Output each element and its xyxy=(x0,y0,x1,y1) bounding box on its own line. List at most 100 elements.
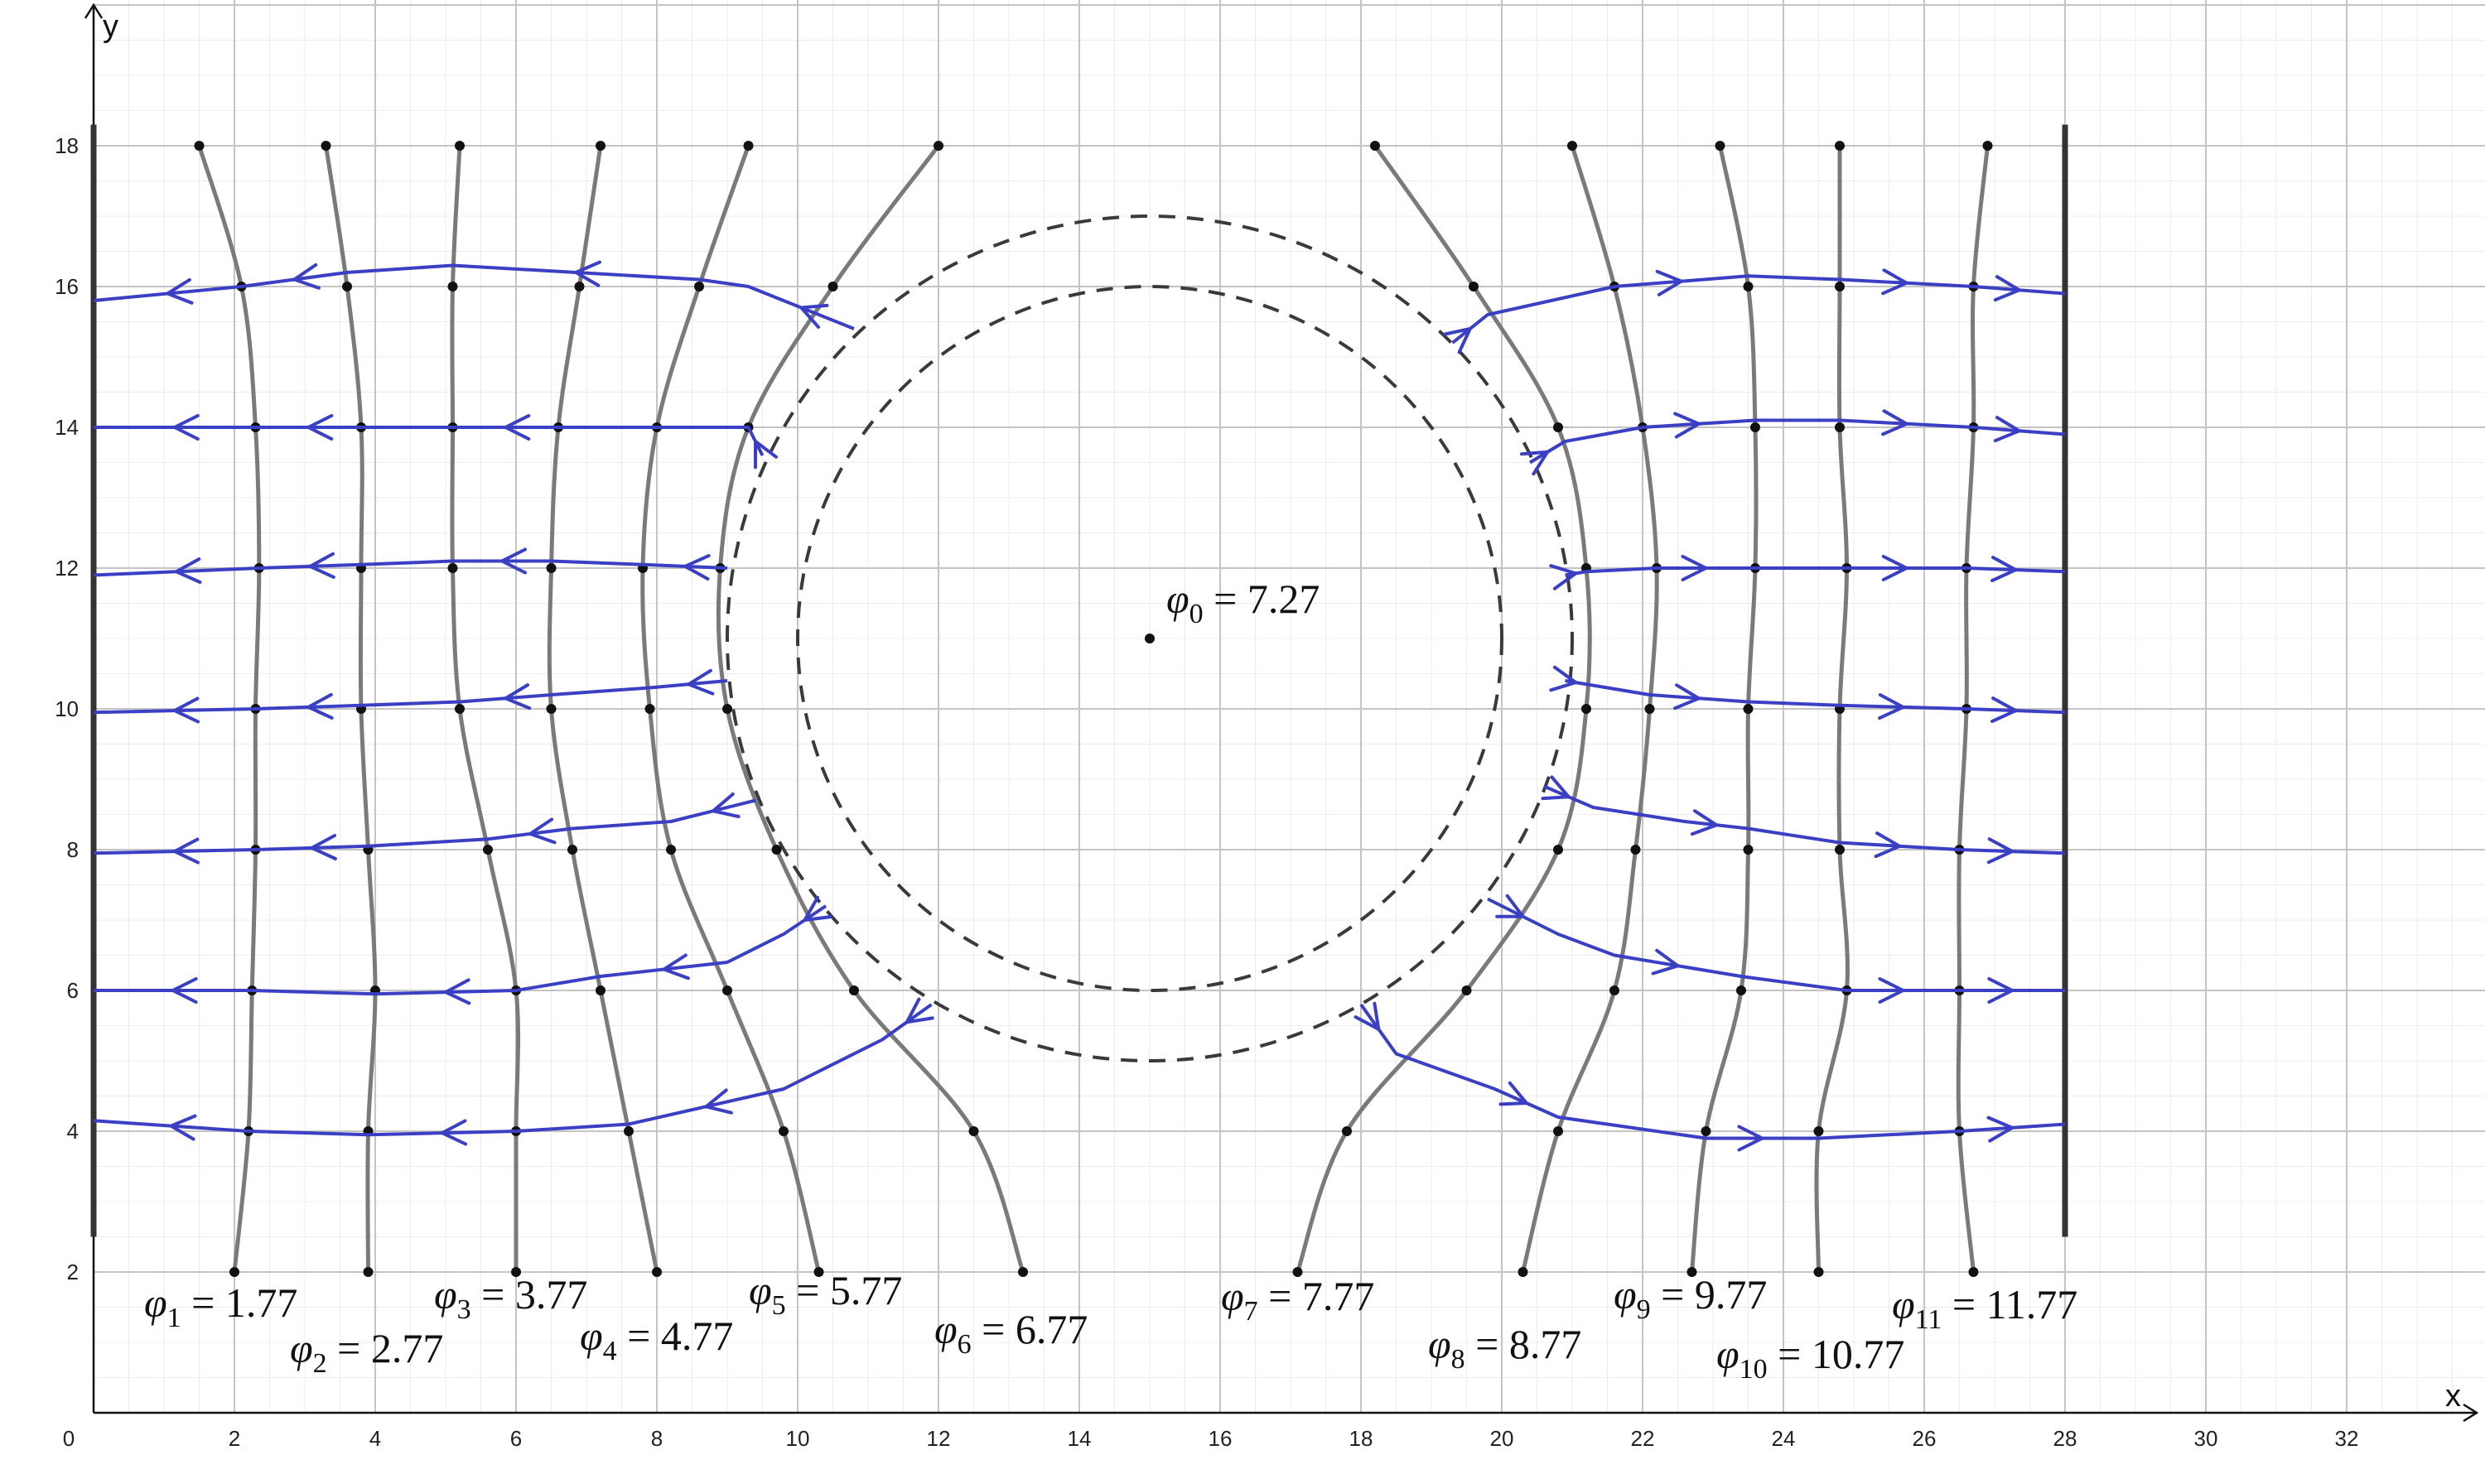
label-phi7: φ7 = 7.77 xyxy=(1221,1273,1374,1327)
equipotential-point xyxy=(1518,1267,1528,1277)
x-tick-label: 10 xyxy=(786,1426,810,1451)
equipotential-point xyxy=(447,563,458,573)
equipotential-point xyxy=(1982,141,1993,151)
field-arrow-icon xyxy=(1673,412,1701,439)
equipotential-point xyxy=(771,845,782,855)
y-axis-name: y xyxy=(103,9,118,44)
equipotential-point xyxy=(1835,422,1845,432)
field-arrow-icon xyxy=(306,414,334,441)
field-arrow-icon xyxy=(1878,977,1905,1004)
equipotential-point xyxy=(229,1267,239,1277)
field-line-6 xyxy=(94,904,828,996)
field-line-11 xyxy=(1565,679,2066,715)
y-tick-label: 16 xyxy=(55,274,79,299)
equipotential-point xyxy=(1370,141,1380,151)
field-line-7 xyxy=(93,1003,933,1137)
field-arrow-icon xyxy=(169,1114,197,1141)
equipotential-point xyxy=(1743,282,1754,292)
label-phi0: φ0 = 7.27 xyxy=(1166,576,1320,629)
field-arrow-icon xyxy=(1990,556,2018,583)
field-arrow-icon xyxy=(803,895,832,922)
equipotential-point xyxy=(652,1267,662,1277)
field-arrow-icon xyxy=(1993,275,2021,302)
equipotential-point xyxy=(567,845,577,855)
x-tick-label: 28 xyxy=(2053,1426,2077,1451)
dashed-circles xyxy=(726,214,1574,1062)
field-arrow-icon xyxy=(174,557,202,584)
x-tick-label: 12 xyxy=(927,1426,951,1451)
center-point xyxy=(1145,634,1155,643)
field-arrow-icon xyxy=(1541,775,1571,801)
equipotential-point xyxy=(455,704,465,714)
field-arrow-icon xyxy=(444,978,471,1005)
label-phi10: φ10 = 10.77 xyxy=(1716,1331,1904,1385)
equipotential-point xyxy=(1715,141,1725,151)
y-tick-label: 4 xyxy=(67,1119,79,1144)
x-tick-label: 8 xyxy=(651,1426,663,1451)
field-arrow-icon xyxy=(306,692,334,720)
label-phi9: φ9 = 9.77 xyxy=(1614,1271,1767,1325)
potential-labels: φ0 = 7.27 φ1 = 1.77 φ2 = 2.77 φ3 = 3.77 … xyxy=(144,576,2077,1385)
equipotential-point xyxy=(574,282,585,292)
equipotential-point xyxy=(624,1126,634,1136)
equipotential-point xyxy=(1813,1126,1824,1136)
equipotential-point xyxy=(447,282,458,292)
field-arrow-icon xyxy=(574,260,601,287)
equipotential-point xyxy=(694,282,704,292)
y-tick-label: 18 xyxy=(55,133,79,158)
field-arrow-icon xyxy=(1520,450,1550,476)
field-line-8 xyxy=(1451,274,2066,344)
equipotential-point xyxy=(596,141,606,151)
field-arrow-icon xyxy=(1986,837,2015,865)
equipotential-point xyxy=(968,1126,979,1136)
equipotential-point xyxy=(1292,1267,1303,1277)
equipotential-point xyxy=(1686,1267,1697,1277)
equipotential-point xyxy=(1750,422,1760,432)
field-arrow-icon xyxy=(712,792,741,818)
x-tick-label: 6 xyxy=(510,1426,522,1451)
field-arrow-icon xyxy=(1673,683,1701,711)
equipotential-point xyxy=(363,1267,374,1277)
equipotential-point xyxy=(666,845,676,855)
equipotential-point xyxy=(1469,282,1479,292)
field-arrow-icon xyxy=(662,953,690,980)
equipotential-point xyxy=(1813,1267,1824,1277)
dashed-circle xyxy=(726,214,1574,1062)
electrodes xyxy=(90,124,2068,1237)
equipotential-point xyxy=(934,141,943,151)
field-lines xyxy=(93,260,2066,1152)
field-arrow-icon xyxy=(528,817,557,845)
label-phi2: φ2 = 2.77 xyxy=(290,1325,443,1379)
field-arrow-icon xyxy=(799,303,829,329)
label-phi11: φ11 = 11.77 xyxy=(1892,1281,2077,1335)
field-arrow-icon xyxy=(1495,894,1525,918)
axes: x y xyxy=(84,2,2479,1423)
field-arrow-icon xyxy=(172,696,200,724)
x-tick-label: 16 xyxy=(1209,1426,1233,1451)
x-tick-label: 30 xyxy=(2194,1426,2218,1451)
field-arrow-icon xyxy=(440,1119,468,1146)
field-line-10 xyxy=(1565,566,2066,577)
equipotential-point xyxy=(546,563,557,573)
field-arrow-icon xyxy=(1655,269,1683,296)
label-phi4: φ4 = 4.77 xyxy=(580,1313,733,1366)
field-arrow-icon xyxy=(704,1088,733,1115)
x-tick-labels: 0 2 4 6 8 10 12 14 16 18 20 22 24 26 28 30 32 xyxy=(63,1426,2359,1451)
equipotential-point xyxy=(1743,845,1754,855)
equipotential-point xyxy=(1553,422,1563,432)
field-arrow-icon xyxy=(1878,693,1905,720)
equipotential-point xyxy=(813,1267,824,1277)
x-tick-label: 18 xyxy=(1349,1426,1373,1451)
field-line-3 xyxy=(93,559,728,577)
equipotential-point xyxy=(1581,704,1591,714)
equipotential-point xyxy=(1835,845,1845,855)
field-arrow-icon xyxy=(1874,831,1902,859)
field-arrow-icon xyxy=(500,547,527,575)
equipotential-point xyxy=(1342,1126,1352,1136)
x-tick-label: 24 xyxy=(1772,1426,1796,1451)
field-arrow-icon xyxy=(1681,555,1708,581)
field-arrow-icon xyxy=(1881,555,1908,581)
field-arrow-icon xyxy=(905,997,934,1024)
field-arrow-icon xyxy=(172,837,200,865)
equipotential-point xyxy=(321,141,331,151)
